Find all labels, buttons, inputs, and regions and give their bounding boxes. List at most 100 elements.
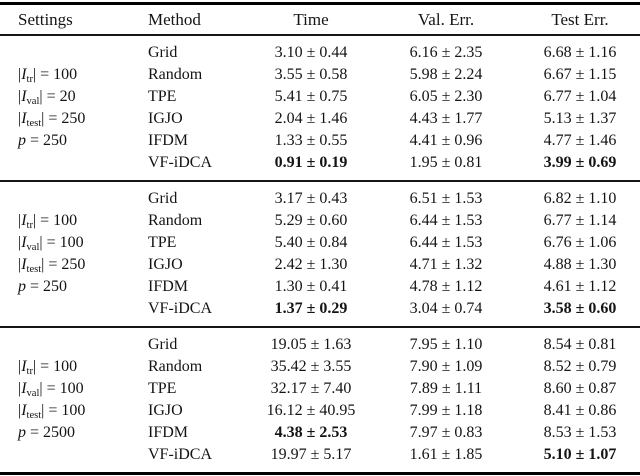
time-cell: 3.17 ± 0.43 bbox=[274, 190, 348, 207]
method-cell: VF-iDCA bbox=[148, 446, 213, 463]
method-cell: VF-iDCA bbox=[148, 154, 213, 171]
table-body: |Itr| = 100 |Ival| = 20 |Itest| = 250 p = 250 Gr… bbox=[0, 36, 640, 472]
time-cell: 3.10 ± 0.44 bbox=[274, 44, 348, 61]
table-row: VF-iDCA 0.91 ± 0.19 1.95 ± 0.81 3.99 ± 0.69 bbox=[140, 152, 640, 174]
abs-bar-left: | bbox=[18, 110, 22, 127]
header-time: Time bbox=[293, 9, 329, 29]
val-err-cell: 4.71 ± 1.32 bbox=[409, 256, 483, 273]
math-variable: I bbox=[21, 234, 27, 251]
block-separator-rule bbox=[0, 180, 640, 182]
method-cell: TPE bbox=[148, 380, 177, 397]
table-header-row: Settings Method Time Val. Err. Test Err. bbox=[0, 5, 640, 34]
abs-bar-right: | bbox=[32, 212, 37, 229]
time-cell: 5.41 ± 0.75 bbox=[274, 88, 348, 105]
table-row: Grid 19.05 ± 1.63 7.95 ± 1.10 8.54 ± 0.81 bbox=[140, 334, 640, 356]
math-subscript: test bbox=[26, 410, 42, 421]
val-err-cell: 7.99 ± 1.18 bbox=[409, 402, 483, 419]
table-row: TPE 5.40 ± 0.84 6.44 ± 1.53 6.76 ± 1.06 bbox=[140, 232, 640, 254]
abs-bar-right: | bbox=[41, 402, 45, 419]
abs-bar-right: | bbox=[39, 380, 43, 397]
table-bottom-rule bbox=[0, 472, 640, 475]
block-separator-rule bbox=[0, 326, 640, 328]
val-err-cell: 6.51 ± 1.53 bbox=[409, 190, 483, 207]
val-err-cell: 7.97 ± 0.83 bbox=[409, 424, 483, 441]
abs-bar-left: | bbox=[18, 66, 22, 83]
method-cell: Grid bbox=[148, 190, 178, 207]
block-rows: Grid 3.10 ± 0.44 6.16 ± 2.35 6.68 ± 1.16 Ran… bbox=[140, 42, 640, 174]
math-variable: p bbox=[18, 132, 26, 149]
math-variable: I bbox=[21, 402, 27, 419]
math-subscript: val bbox=[26, 242, 40, 253]
val-err-cell: 6.05 ± 2.30 bbox=[409, 88, 483, 105]
val-err-cell: 5.98 ± 2.24 bbox=[409, 66, 483, 83]
header-val-err: Val. Err. bbox=[417, 9, 475, 29]
header-settings: Settings bbox=[18, 9, 73, 29]
math-subscript: tr bbox=[26, 74, 33, 85]
setting-line: p = 250 bbox=[18, 130, 140, 152]
abs-bar-left: | bbox=[18, 402, 22, 419]
math-variable: I bbox=[21, 380, 27, 397]
math-subscript: val bbox=[26, 388, 40, 399]
time-cell: 35.42 ± 3.55 bbox=[270, 358, 352, 375]
val-err-cell: 7.95 ± 1.10 bbox=[409, 336, 483, 353]
math-variable: I bbox=[21, 212, 27, 229]
math-equation-value: = 100 bbox=[40, 212, 78, 229]
table-row: VF-iDCA 19.97 ± 5.17 1.61 ± 1.85 5.10 ± 1.0… bbox=[140, 444, 640, 466]
test-err-cell: 5.10 ± 1.07 bbox=[543, 446, 617, 463]
val-err-cell: 7.90 ± 1.09 bbox=[409, 358, 483, 375]
table-row: TPE 5.41 ± 0.75 6.05 ± 2.30 6.77 ± 1.04 bbox=[140, 86, 640, 108]
math-variable: I bbox=[21, 88, 27, 105]
method-cell: IGJO bbox=[148, 110, 183, 127]
math-equation-value: = 250 bbox=[30, 278, 68, 295]
test-err-cell: 6.82 ± 1.10 bbox=[543, 190, 617, 207]
header-method: Method bbox=[148, 9, 201, 29]
math-subscript: test bbox=[26, 118, 42, 129]
setting-line: |Itest| = 250 bbox=[18, 254, 140, 276]
abs-bar-right: | bbox=[32, 66, 37, 83]
abs-bar-left: | bbox=[18, 234, 22, 251]
test-err-cell: 8.60 ± 0.87 bbox=[543, 380, 617, 397]
method-cell: Grid bbox=[148, 336, 178, 353]
math-equation-value: = 100 bbox=[46, 380, 84, 397]
math-subscript: tr bbox=[26, 366, 33, 377]
time-cell: 16.12 ± 40.95 bbox=[266, 402, 356, 419]
test-err-cell: 6.68 ± 1.16 bbox=[543, 44, 617, 61]
math-equation-value: = 250 bbox=[48, 256, 86, 273]
block-rows: Grid 19.05 ± 1.63 7.95 ± 1.10 8.54 ± 0.81 Ra… bbox=[140, 334, 640, 466]
val-err-cell: 1.61 ± 1.85 bbox=[409, 446, 483, 463]
method-cell: Random bbox=[148, 358, 203, 375]
val-err-cell: 6.16 ± 2.35 bbox=[409, 44, 483, 61]
method-cell: Random bbox=[148, 212, 203, 229]
math-subscript: test bbox=[26, 264, 42, 275]
table-row: IFDM 4.38 ± 2.53 7.97 ± 0.83 8.53 ± 1.53 bbox=[140, 422, 640, 444]
abs-bar-right: | bbox=[32, 358, 37, 375]
method-cell: Grid bbox=[148, 44, 178, 61]
time-cell: 3.55 ± 0.58 bbox=[274, 66, 348, 83]
math-variable: p bbox=[18, 424, 26, 441]
method-cell: VF-iDCA bbox=[148, 300, 213, 317]
test-err-cell: 5.13 ± 1.37 bbox=[543, 110, 617, 127]
test-err-cell: 6.77 ± 1.04 bbox=[543, 88, 617, 105]
table-row: Grid 3.10 ± 0.44 6.16 ± 2.35 6.68 ± 1.16 bbox=[140, 42, 640, 64]
math-equation-value: = 100 bbox=[40, 66, 78, 83]
time-cell: 1.37 ± 0.29 bbox=[274, 300, 348, 317]
time-cell: 5.40 ± 0.84 bbox=[274, 234, 348, 251]
table-row: Grid 3.17 ± 0.43 6.51 ± 1.53 6.82 ± 1.10 bbox=[140, 188, 640, 210]
math-subscript: val bbox=[26, 96, 40, 107]
method-cell: IGJO bbox=[148, 256, 183, 273]
method-cell: TPE bbox=[148, 88, 177, 105]
table-row: IGJO 2.42 ± 1.30 4.71 ± 1.32 4.88 ± 1.30 bbox=[140, 254, 640, 276]
val-err-cell: 4.41 ± 0.96 bbox=[409, 132, 483, 149]
method-cell: TPE bbox=[148, 234, 177, 251]
time-cell: 2.04 ± 1.46 bbox=[274, 110, 348, 127]
table-row: TPE 32.17 ± 7.40 7.89 ± 1.11 8.60 ± 0.87 bbox=[140, 378, 640, 400]
table-row: IGJO 16.12 ± 40.95 7.99 ± 1.18 8.41 ± 0.86 bbox=[140, 400, 640, 422]
math-equation-value: = 100 bbox=[40, 358, 78, 375]
time-cell: 2.42 ± 1.30 bbox=[274, 256, 348, 273]
table-row: Random 3.55 ± 0.58 5.98 ± 2.24 6.67 ± 1.15 bbox=[140, 64, 640, 86]
abs-bar-right: | bbox=[39, 88, 43, 105]
setting-line: |Itr| = 100 bbox=[18, 210, 140, 232]
test-err-cell: 6.77 ± 1.14 bbox=[543, 212, 617, 229]
math-variable: I bbox=[21, 358, 27, 375]
